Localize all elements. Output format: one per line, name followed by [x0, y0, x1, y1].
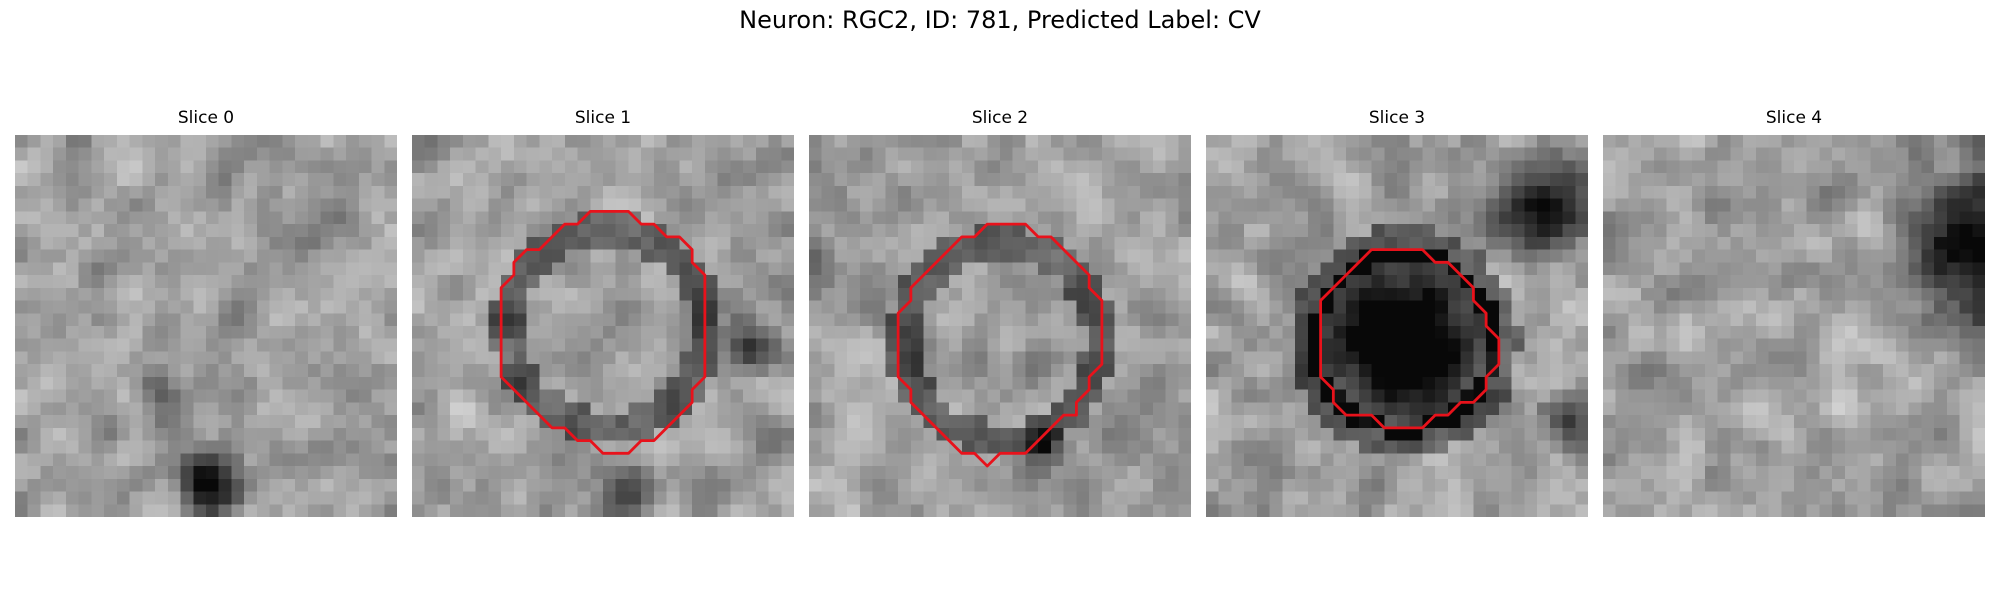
- slice-title-0: Slice 0: [177, 108, 235, 128]
- segmentation-contour: [1319, 248, 1501, 430]
- slice-title-2: Slice 2: [971, 108, 1029, 128]
- slice-title-4: Slice 4: [1765, 108, 1823, 128]
- contour-overlay-3: [1319, 248, 1501, 430]
- slice-image-0: [15, 135, 397, 517]
- segmentation-contour: [499, 209, 707, 455]
- contour-overlay-0: [15, 135, 397, 517]
- segmentation-contour: [896, 222, 1104, 468]
- slice-title-3: Slice 3: [1368, 108, 1426, 128]
- contour-overlay-2: [896, 222, 1104, 468]
- contour-overlay-1: [499, 209, 707, 455]
- slice-image-4: [1603, 135, 1985, 517]
- contour-overlay-4: [1603, 135, 1985, 517]
- slice-image-3: [1206, 135, 1588, 517]
- slice-title-1: Slice 1: [574, 108, 632, 128]
- figure-title: Neuron: RGC2, ID: 781, Predicted Label: …: [739, 6, 1261, 34]
